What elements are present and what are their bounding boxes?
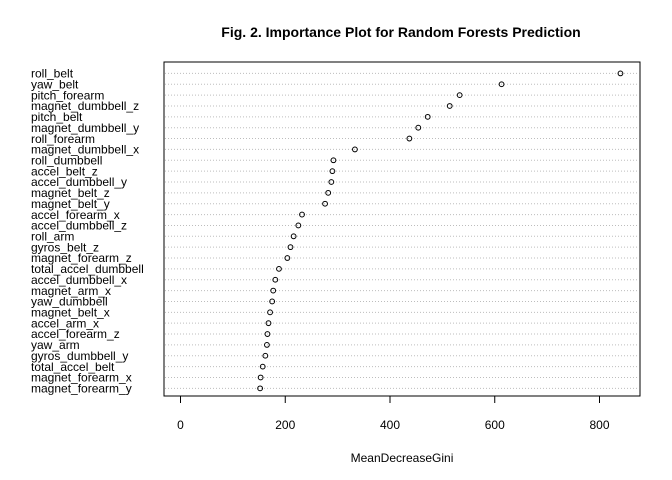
variable-label: gyros_belt_z: [31, 240, 99, 254]
x-tick-label: 800: [589, 418, 609, 432]
variable-label: pitch_forearm: [31, 88, 104, 102]
variable-label: magnet_belt_x: [31, 306, 110, 320]
data-point: [264, 331, 271, 337]
data-point: [265, 320, 272, 327]
data-point: [415, 124, 422, 131]
variable-label: roll_belt: [31, 67, 74, 81]
data-point: [262, 352, 269, 359]
data-point: [446, 103, 453, 109]
variable-label: gyros_dumbbell_y: [31, 349, 128, 363]
variable-label: accel_arm_x: [31, 316, 99, 330]
data-point: [352, 146, 358, 153]
data-point: [284, 255, 291, 261]
variable-label: accel_belt_z: [31, 164, 98, 178]
variable-label: roll_dumbbell: [31, 153, 102, 167]
variable-label: yaw_arm: [31, 338, 80, 352]
variable-label: accel_dumbbell_y: [31, 175, 127, 189]
x-tick-label: 200: [275, 418, 295, 432]
variable-label: yaw_dumbbell: [31, 295, 108, 309]
variable-label: accel_forearm_x: [31, 208, 120, 222]
chart-title: Fig. 2. Importance Plot for Random Fores…: [221, 24, 581, 40]
variable-label: magnet_dumbbell_y: [31, 121, 139, 135]
data-point: [424, 113, 431, 120]
grid-lines: [165, 72, 639, 389]
data-point: [270, 287, 277, 294]
data-point: [617, 70, 624, 77]
variable-label: total_accel_belt: [31, 360, 115, 374]
variable-label: pitch_belt: [31, 110, 83, 124]
data-point: [259, 363, 266, 370]
variable-label: magnet_forearm_y: [31, 382, 132, 396]
variable-label: magnet_forearm_z: [31, 251, 132, 265]
variable-label: accel_dumbbell_x: [31, 273, 127, 287]
variable-label: magnet_arm_x: [31, 284, 111, 298]
x-tick-label: 600: [485, 418, 505, 432]
data-point: [299, 211, 305, 218]
variable-label: magnet_belt_z: [31, 186, 110, 200]
variable-label: total_accel_dumbbell: [31, 262, 144, 276]
variable-label: magnet_dumbbell_x: [31, 143, 139, 157]
variable-label: roll_arm: [31, 230, 74, 244]
data-points: [257, 70, 624, 392]
x-axis-label: MeanDecreaseGini: [350, 451, 454, 465]
x-tick-label: 0: [177, 418, 184, 432]
data-point: [498, 81, 505, 88]
x-axis: 0 200 400 600 800: [177, 395, 610, 432]
data-point: [287, 244, 294, 251]
plot-box: [163, 61, 641, 397]
variable-label: magnet_belt_y: [31, 197, 110, 211]
data-point: [257, 385, 264, 392]
data-point: [267, 309, 273, 316]
data-point: [276, 265, 282, 272]
data-point: [406, 135, 413, 142]
data-point: [329, 168, 336, 175]
variable-label: yaw_belt: [31, 77, 79, 91]
data-point: [290, 233, 297, 240]
data-point: [257, 374, 264, 381]
variable-label: magnet_forearm_x: [31, 371, 132, 385]
data-point: [330, 157, 337, 164]
data-point: [328, 179, 335, 185]
data-point: [264, 342, 270, 348]
data-point: [325, 189, 332, 196]
variable-label: roll_forearm: [31, 132, 95, 146]
data-point: [456, 92, 463, 99]
variable-label: accel_dumbbell_z: [31, 219, 127, 233]
x-tick-label: 400: [380, 418, 400, 432]
variable-label: magnet_dumbbell_z: [31, 99, 139, 113]
data-point: [269, 298, 276, 305]
variable-label: accel_forearm_z: [31, 327, 120, 341]
data-point: [295, 222, 302, 229]
data-point: [322, 200, 328, 207]
y-axis-labels: roll_beltyaw_beltpitch_forearmmagnet_dum…: [31, 67, 144, 396]
data-point: [272, 276, 279, 283]
